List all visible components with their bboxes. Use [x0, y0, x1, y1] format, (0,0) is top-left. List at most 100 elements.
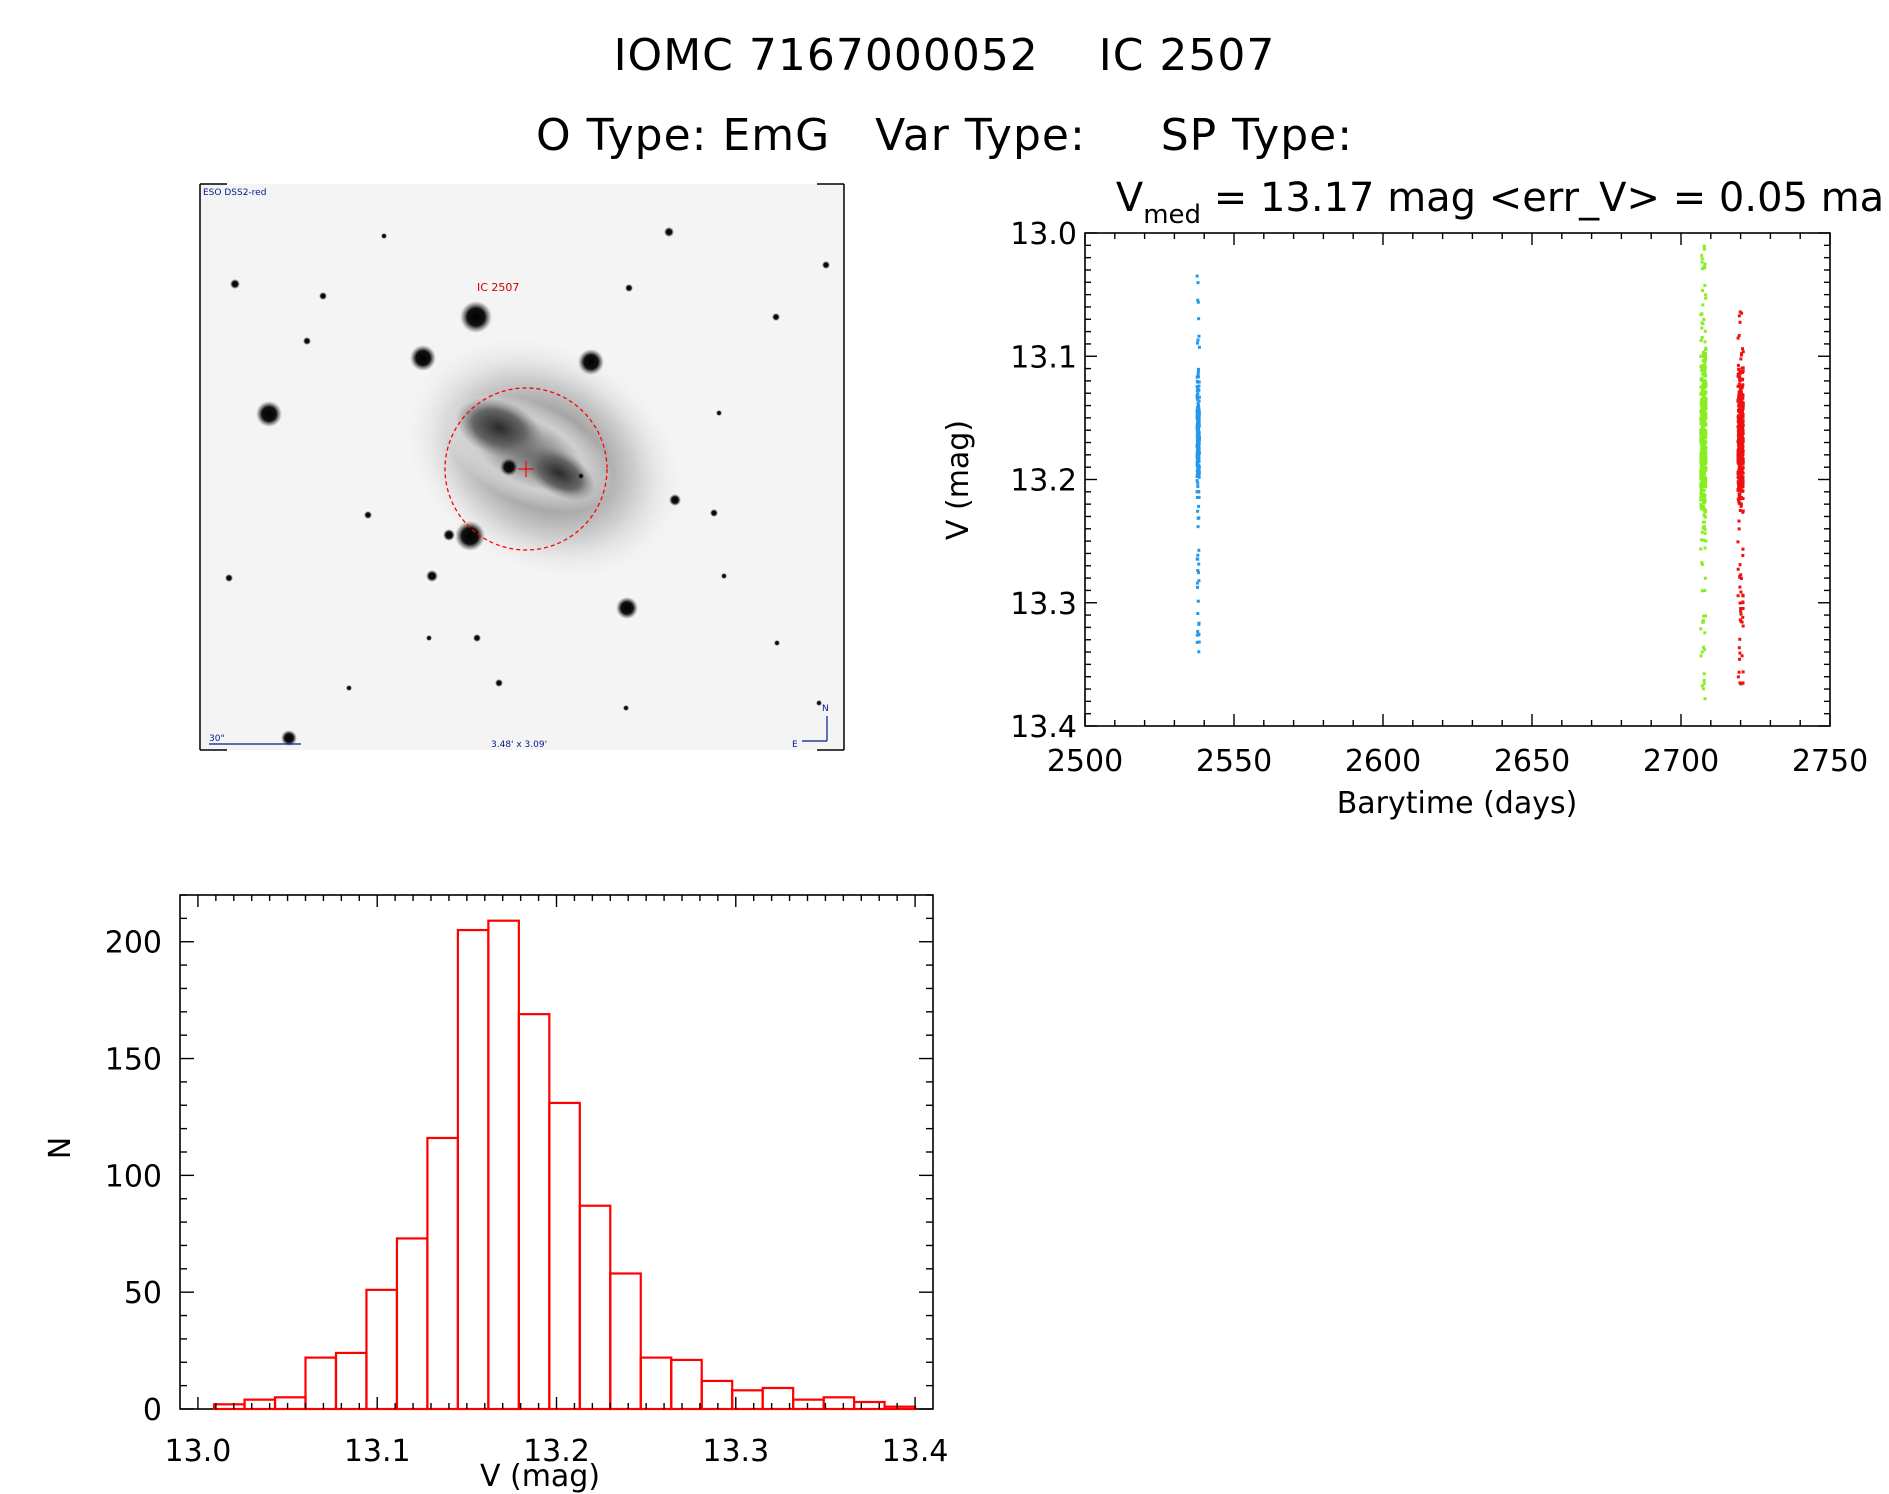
lc-point [1739, 590, 1743, 594]
lc-point [1700, 650, 1704, 654]
lc-point [1739, 488, 1743, 492]
lc-point [1740, 473, 1744, 477]
title-rest: = 13.17 mag <err_V> = 0.05 mag [1201, 180, 1885, 221]
lc-point [1196, 453, 1200, 457]
light-curve-ylabel: V (mag) [941, 420, 976, 540]
lc-point [1702, 488, 1706, 492]
lc-point [1739, 357, 1743, 361]
lc-point [1701, 388, 1705, 392]
lc-point [1702, 508, 1706, 512]
lc-point [1197, 490, 1201, 494]
lc-point [1738, 601, 1742, 605]
light-curve-points [1195, 244, 1745, 701]
hist-y-tick-label: 150 [105, 1043, 162, 1078]
lc-point [1738, 437, 1742, 441]
lc-point [1703, 440, 1707, 444]
histogram-ylabel: N [43, 1137, 78, 1159]
lc-point [1741, 547, 1745, 551]
lc-point [1196, 408, 1200, 412]
lc-point [1699, 507, 1703, 511]
lc-point [1741, 457, 1745, 461]
lc-point [1699, 469, 1703, 473]
lc-point [1741, 350, 1745, 354]
lc-point [1739, 399, 1743, 403]
lc-point [1704, 401, 1708, 405]
lc-point [1741, 347, 1745, 351]
lc-point [1738, 320, 1742, 324]
lc-point [1738, 428, 1742, 432]
lc-point [1741, 471, 1745, 475]
lc-point [1197, 650, 1201, 654]
hist-x-tick-label: 13.0 [165, 1434, 232, 1469]
lc-point [1196, 403, 1200, 407]
lc-point [1703, 648, 1707, 652]
lc-point [1195, 585, 1199, 589]
lc-point [1739, 576, 1743, 580]
histogram-bar [548, 1101, 581, 1411]
lc-point [1740, 467, 1744, 471]
lc-point [1699, 339, 1703, 343]
lc-point [1700, 369, 1704, 373]
lc-point [1736, 429, 1740, 433]
lc-point [1703, 576, 1707, 580]
lc-point [1704, 412, 1708, 416]
lc-point [1703, 493, 1707, 497]
lc-point [1703, 266, 1707, 270]
lc-point [1704, 485, 1708, 489]
lc-point [1196, 300, 1200, 304]
lc-point [1704, 382, 1708, 386]
lc-point [1699, 401, 1703, 405]
lc-point [1196, 473, 1200, 477]
lc-point [1196, 612, 1200, 616]
lc-point [1701, 385, 1705, 389]
lc-point [1741, 670, 1745, 674]
histogram-bar [822, 1396, 856, 1411]
lc-point [1702, 513, 1706, 517]
lc-point [1701, 392, 1705, 396]
lc-point [1741, 510, 1745, 514]
histogram-xlabel: V (mag) [480, 1459, 600, 1494]
lc-point [1701, 504, 1705, 508]
histogram-bar [578, 1204, 612, 1411]
histogram-bar [395, 1237, 429, 1411]
hist-x-tick-label: 13.1 [344, 1434, 411, 1469]
lc-point [1737, 372, 1741, 376]
lc-point [1741, 403, 1745, 407]
hist-y-tick-label: 100 [105, 1159, 162, 1194]
lc-point [1700, 367, 1704, 371]
lc-point [1737, 431, 1741, 435]
lc-y-tick-label: 13.0 [1010, 217, 1077, 252]
lc-point [1738, 448, 1742, 452]
lc-point [1197, 345, 1201, 349]
lc-point [1737, 474, 1741, 478]
lc-point [1738, 502, 1742, 506]
lc-point [1196, 525, 1200, 529]
lc-point [1701, 687, 1705, 691]
lc-point [1737, 470, 1741, 474]
lc-point [1739, 433, 1743, 437]
lc-point [1197, 413, 1201, 417]
lc-point [1737, 468, 1741, 472]
lc-point [1197, 410, 1201, 414]
histogram-bar [731, 1389, 764, 1411]
lc-point [1703, 329, 1707, 333]
lc-point [1197, 334, 1201, 338]
lc-point [1699, 498, 1703, 502]
lc-point [1704, 432, 1708, 436]
lc-point [1701, 424, 1705, 428]
lc-point [1196, 553, 1200, 557]
lc-point [1703, 418, 1707, 422]
lc-point [1701, 303, 1705, 307]
lc-point [1699, 465, 1703, 469]
lc-point [1738, 387, 1742, 391]
lc-point [1740, 443, 1744, 447]
lc-point [1738, 508, 1742, 512]
lc-point [1704, 347, 1708, 351]
hist-y-tick-label: 200 [105, 926, 162, 961]
lc-point [1741, 460, 1745, 464]
lc-point [1704, 446, 1708, 450]
lc-point [1737, 367, 1741, 371]
lc-point [1701, 645, 1705, 649]
lc-point [1737, 670, 1741, 674]
lc-point [1699, 477, 1703, 481]
